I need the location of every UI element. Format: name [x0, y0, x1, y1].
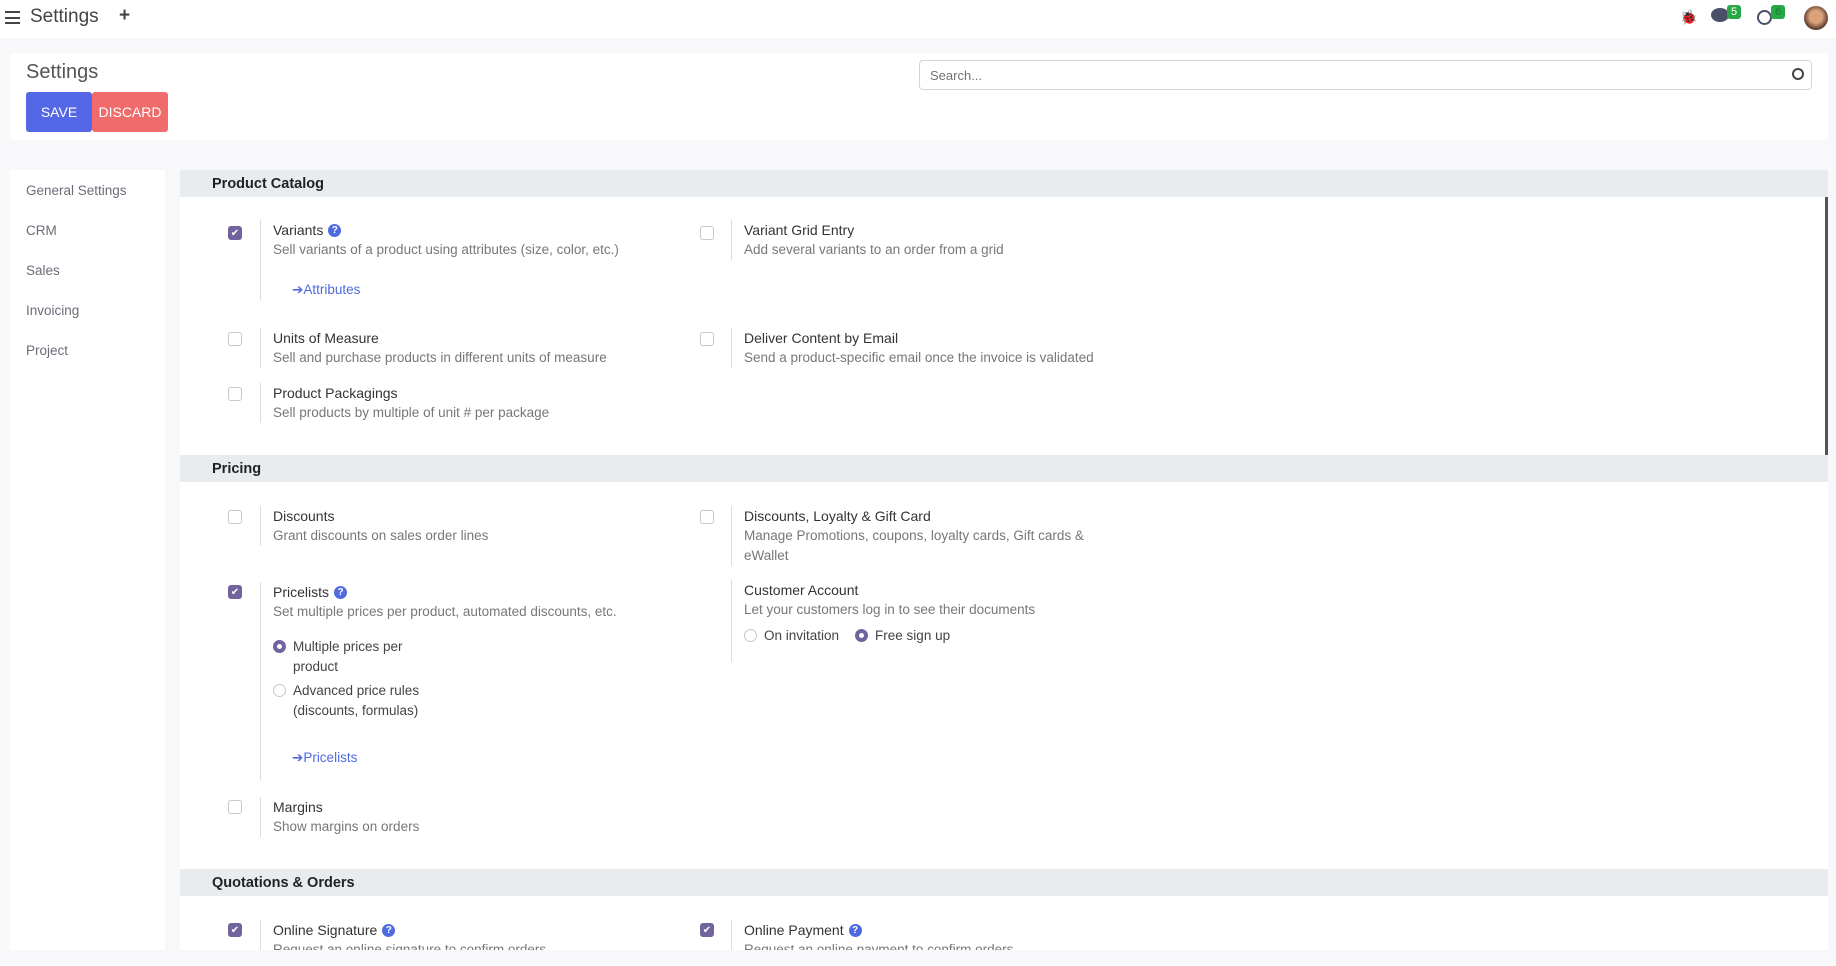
avatar[interactable] [1804, 6, 1828, 30]
variants-checkbox[interactable]: ✔ [228, 226, 242, 240]
loyalty-checkbox[interactable] [700, 510, 714, 524]
sidebar-item-invoicing[interactable]: Invoicing [26, 303, 80, 318]
setting-desc: Request an online signature to confirm o… [273, 942, 547, 950]
signature-checkbox[interactable]: ✔ [228, 923, 242, 937]
pricelists-checkbox[interactable]: ✔ [228, 585, 242, 599]
payment-checkbox[interactable]: ✔ [700, 923, 714, 937]
setting-discounts: Discounts Grant discounts on sales order… [260, 506, 488, 546]
top-navbar: Settings + 🐞 5 6 [0, 0, 1836, 38]
sidebar-item-sales[interactable]: Sales [26, 263, 60, 278]
setting-desc: Sell products by multiple of unit # per … [273, 405, 550, 420]
setting-title: Margins [273, 799, 323, 815]
attributes-link[interactable]: ➔Attributes [292, 282, 361, 297]
discounts-checkbox[interactable] [228, 510, 242, 524]
page-title: Settings [26, 61, 99, 83]
section-header-quotations: Quotations & Orders [180, 869, 1828, 896]
activities-badge: 6 [1771, 5, 1786, 19]
setting-title: Discounts, Loyalty & Gift Card [744, 508, 931, 524]
setting-desc: Sell variants of a product using attribu… [273, 242, 619, 257]
setting-title: Discounts [273, 508, 335, 524]
arrow-right-icon: ➔ [292, 282, 304, 297]
bug-icon[interactable]: 🐞 [1680, 9, 1698, 25]
setting-online-signature: Online Signature? Request an online sign… [260, 920, 546, 950]
setting-desc: Set multiple prices per product, automat… [273, 604, 617, 619]
setting-title: Deliver Content by Email [744, 330, 899, 346]
setting-title: Product Packagings [273, 385, 398, 401]
help-icon[interactable]: ? [848, 923, 862, 937]
radio-multiple-prices[interactable]: Multiple prices per product [273, 637, 617, 677]
setting-deliver: Deliver Content by Email Send a product-… [731, 328, 1094, 368]
setting-title: Pricelists [273, 584, 330, 600]
setting-desc: Manage Promotions, coupons, loyalty card… [744, 528, 1084, 543]
radio-free-sign-up[interactable]: Free sign up [855, 626, 950, 646]
uom-checkbox[interactable] [228, 332, 242, 346]
setting-title: Online Signature [273, 922, 378, 938]
setting-desc: Add several variants to an order from a … [744, 242, 1004, 257]
messages-badge: 5 [1727, 5, 1742, 19]
setting-customer-account: Customer Account Let your customers log … [731, 580, 1035, 662]
clock-icon[interactable] [1757, 10, 1772, 25]
chat-icon[interactable] [1711, 8, 1729, 22]
deliver-checkbox[interactable] [700, 332, 714, 346]
help-icon[interactable]: ? [334, 585, 348, 599]
margins-checkbox[interactable] [228, 800, 242, 814]
setting-desc: Sell and purchase products in different … [273, 350, 607, 365]
arrow-right-icon: ➔ [292, 750, 304, 765]
help-icon[interactable]: ? [328, 223, 342, 237]
settings-sidebar: General Settings CRM Sales Invoicing Pro… [10, 170, 165, 950]
setting-variants: Variants? Sell variants of a product usi… [260, 220, 619, 300]
setting-title: Units of Measure [273, 330, 379, 346]
setting-variant-grid: Variant Grid Entry Add several variants … [731, 220, 1004, 260]
control-panel: Settings SAVE DISCARD [10, 53, 1828, 140]
setting-title: Customer Account [744, 582, 859, 598]
setting-desc: Let your customers log in to see their d… [744, 602, 1036, 617]
setting-title: Online Payment [744, 922, 844, 938]
setting-packagings: Product Packagings Sell products by mult… [260, 383, 549, 423]
radio-advanced-rules[interactable]: Advanced price rules (discounts, formulas… [273, 681, 617, 721]
app-title: Settings [30, 6, 99, 27]
packagings-checkbox[interactable] [228, 387, 242, 401]
settings-content: Product Catalog ✔ Variants? Sell variant… [180, 170, 1828, 950]
pricelists-link[interactable]: ➔Pricelists [292, 750, 358, 765]
setting-title: Variants [273, 222, 324, 238]
setting-desc: eWallet [744, 548, 789, 563]
sidebar-item-crm[interactable]: CRM [26, 223, 57, 238]
plus-icon[interactable]: + [119, 5, 131, 26]
setting-pricelists: Pricelists? Set multiple prices per prod… [260, 582, 617, 780]
scrollbar[interactable] [1825, 172, 1828, 482]
sidebar-item-general-settings[interactable]: General Settings [26, 183, 127, 198]
section-header-product-catalog: Product Catalog [180, 170, 1828, 197]
setting-loyalty: Discounts, Loyalty & Gift Card Manage Pr… [731, 506, 1084, 566]
section-header-pricing: Pricing [180, 455, 1828, 482]
help-icon[interactable]: ? [382, 923, 396, 937]
setting-margins: Margins Show margins on orders [260, 797, 419, 837]
setting-desc: Request an online payment to confirm ord… [744, 942, 1014, 950]
search-icon[interactable] [1792, 68, 1804, 80]
search-input[interactable] [919, 60, 1812, 90]
menu-icon[interactable] [5, 11, 20, 24]
radio-on-invitation[interactable]: On invitation [744, 626, 839, 646]
save-button[interactable]: SAVE [26, 92, 92, 132]
setting-online-payment: Online Payment? Request an online paymen… [731, 920, 1013, 950]
setting-uom: Units of Measure Sell and purchase produ… [260, 328, 607, 368]
setting-desc: Grant discounts on sales order lines [273, 528, 489, 543]
sidebar-item-project[interactable]: Project [26, 343, 69, 358]
setting-desc: Show margins on orders [273, 819, 420, 834]
setting-desc: Send a product-specific email once the i… [744, 350, 1094, 365]
variant-grid-checkbox[interactable] [700, 226, 714, 240]
discard-button[interactable]: DISCARD [92, 92, 168, 132]
setting-title: Variant Grid Entry [744, 222, 855, 238]
